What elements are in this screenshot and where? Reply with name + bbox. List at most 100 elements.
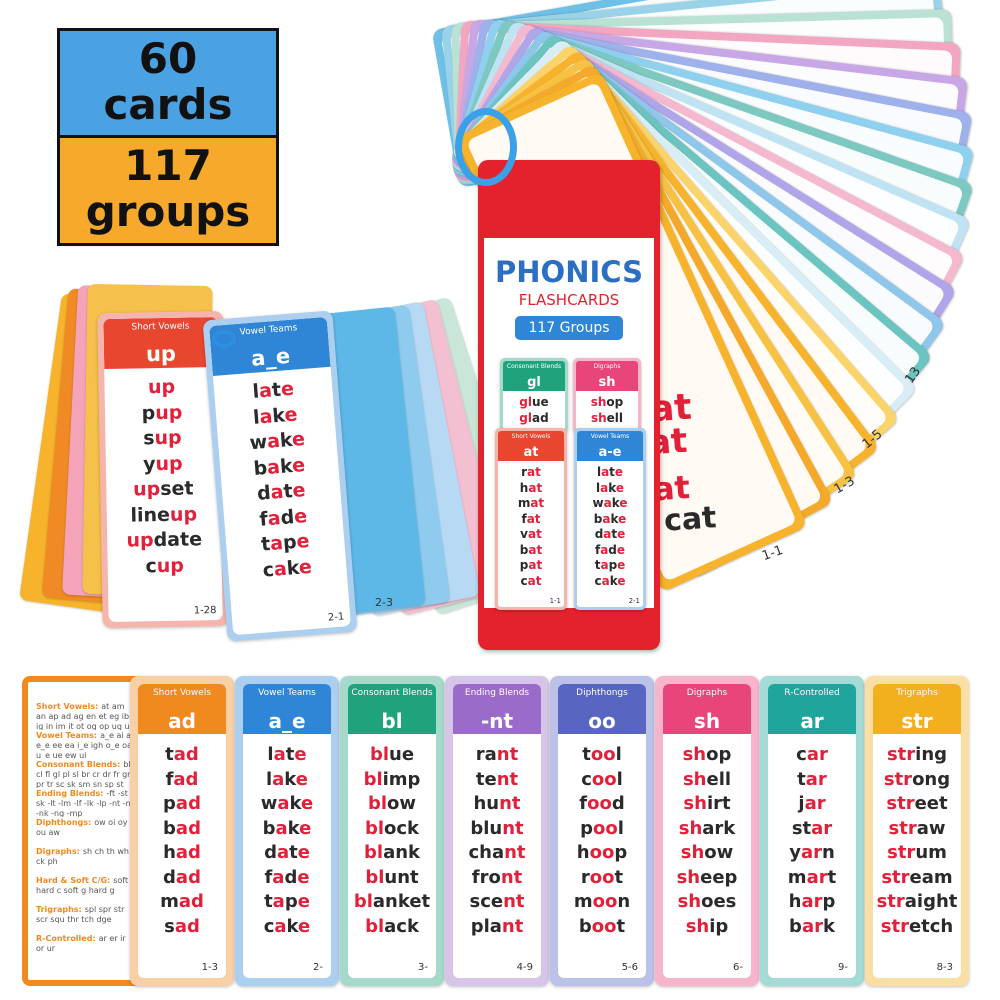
word-part: e xyxy=(617,558,626,572)
word: front xyxy=(453,866,541,888)
word-part: fro xyxy=(471,866,501,888)
word-part: p xyxy=(284,891,298,912)
word-part: c xyxy=(520,573,528,588)
index-label: Vowel Teams: xyxy=(36,731,98,740)
word-part: d xyxy=(608,542,617,557)
word: bad xyxy=(138,819,226,838)
word-part: eet xyxy=(914,793,948,814)
word-part: sh xyxy=(682,744,707,765)
word-part: a xyxy=(602,511,611,526)
card-category: Diphthongs xyxy=(576,687,628,698)
word-part: aight xyxy=(904,891,958,912)
card-header: Consonant Blends gl xyxy=(503,361,565,391)
index-entry: Ending Blends: -ft -st -sk -lt -lm -lf -l… xyxy=(36,789,136,817)
index-entry: R-Controlled: ar er ir or ur xyxy=(36,934,136,962)
card-letters: sh xyxy=(693,709,721,733)
word-part: str xyxy=(880,915,909,937)
word: cake xyxy=(228,555,347,583)
word-part: k xyxy=(610,511,619,526)
word-part: ue xyxy=(389,744,415,765)
word: food xyxy=(558,795,646,813)
word-part: up xyxy=(155,401,183,424)
word-part: v xyxy=(520,527,528,541)
word-part: l xyxy=(267,744,274,765)
word: root xyxy=(558,868,646,887)
word: blue xyxy=(348,746,436,764)
word-part: bl xyxy=(353,891,373,912)
word-part: b xyxy=(519,542,529,557)
card-header: Vowel Teams a-e xyxy=(577,431,643,461)
word: boot xyxy=(558,917,646,936)
word-part: d xyxy=(163,866,176,888)
index-label: Trigraphs: xyxy=(36,905,82,914)
index-text: spl spr str scr squ thr tch dge xyxy=(36,905,125,924)
word-part: t xyxy=(797,768,806,790)
word-part: at xyxy=(527,573,542,588)
word-part: ock xyxy=(384,817,420,839)
word-part: n xyxy=(617,891,631,912)
word-part: hu xyxy=(473,793,500,814)
word-part: nt xyxy=(502,817,524,839)
word-part: e xyxy=(295,529,311,553)
card-header: Digraphs sh xyxy=(663,684,751,734)
word-part: e xyxy=(291,479,307,503)
word: bake xyxy=(243,819,331,838)
word-part: irt xyxy=(706,793,731,814)
card-letters: oo xyxy=(588,709,616,733)
word: street xyxy=(873,795,961,813)
word-part: t xyxy=(165,744,174,765)
word-part: etch xyxy=(908,915,954,937)
word-part: at xyxy=(528,542,543,557)
word-part: c xyxy=(581,768,592,790)
word: straw xyxy=(873,819,961,838)
word-part: set xyxy=(160,477,194,501)
word-part: e xyxy=(297,891,310,912)
word-part: ing xyxy=(915,744,948,765)
word-part: h xyxy=(163,842,176,863)
card-number: 6- xyxy=(733,962,743,974)
index-text: bl cl fl gl pl sl br cr dr fr gr pr tr s… xyxy=(36,760,131,788)
word: wake xyxy=(577,497,643,509)
word: blow xyxy=(348,795,436,813)
word-part: e xyxy=(297,842,310,863)
word-part: nt xyxy=(503,891,525,912)
word-part: up xyxy=(147,375,176,399)
card-category: Vowel Teams xyxy=(258,687,316,698)
card-number: 2-3 xyxy=(375,596,393,609)
word-part: f xyxy=(165,768,174,790)
word-part: d xyxy=(284,866,298,888)
flashcard: Vowel Teams a_e late lake wake bake date fade ta… xyxy=(235,676,339,986)
index-entry: Trigraphs: spl spr str scr squ thr tch dg… xyxy=(36,905,136,933)
word-part: m xyxy=(787,866,807,888)
word-part: d xyxy=(594,527,604,541)
word-part: op xyxy=(706,744,732,765)
word-part: b xyxy=(593,511,603,526)
word: upset xyxy=(106,477,220,501)
word-part: a xyxy=(600,558,609,572)
word-part: l xyxy=(596,465,602,479)
word-part: k xyxy=(822,915,835,937)
word-part: a xyxy=(600,480,609,495)
word-part: ell xyxy=(606,410,624,425)
word-part: w xyxy=(260,793,278,814)
word-part: p xyxy=(608,558,618,572)
word-part: sh xyxy=(678,817,703,839)
index-label: R-Controlled: xyxy=(36,934,96,943)
word-part: bl xyxy=(367,793,388,814)
word: cool xyxy=(558,768,646,790)
word: strong xyxy=(873,770,961,789)
index-entry: Digraphs: sh ch th wh ck ph xyxy=(36,847,136,875)
word-part: a xyxy=(274,915,287,937)
word-part: at xyxy=(530,496,545,510)
word-part: a xyxy=(276,842,290,863)
flashcard: Consonant Blends bl blue blimp blow block blan… xyxy=(340,676,444,986)
word: up xyxy=(104,375,218,399)
word: black xyxy=(348,917,436,936)
card-letters: bl xyxy=(381,709,403,733)
word: wake xyxy=(243,795,331,813)
word: date xyxy=(222,478,341,506)
index-entry: Diphthongs: ow oi oy ou aw xyxy=(36,818,136,846)
word: mart xyxy=(768,866,856,888)
word-part: oo xyxy=(587,793,612,814)
word: wake xyxy=(218,428,337,456)
